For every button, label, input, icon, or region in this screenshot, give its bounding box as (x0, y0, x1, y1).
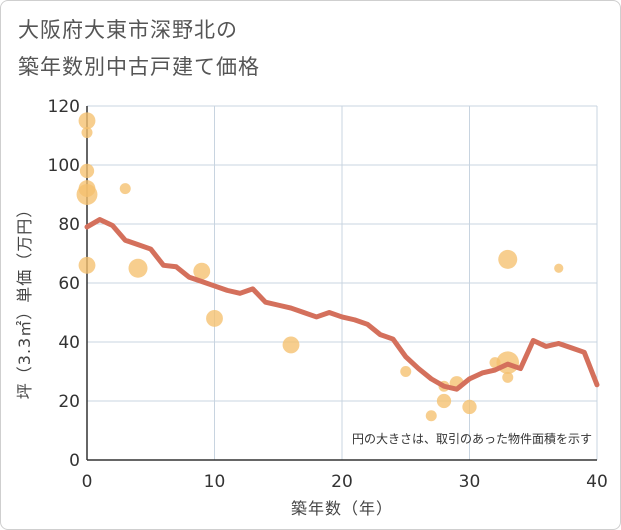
y-tick-label: 100 (48, 156, 80, 176)
y-tick-label: 0 (69, 451, 80, 471)
size-note: 円の大きさは、取引のあった物件面積を示す (352, 431, 592, 446)
x-axis-label: 築年数（年） (291, 499, 393, 518)
x-tick-label: 10 (204, 472, 226, 492)
y-tick-label: 40 (58, 333, 80, 353)
data-bubble (81, 127, 93, 139)
data-bubble (79, 163, 95, 179)
data-bubble (554, 263, 564, 273)
y-axis-label: 坪（3.3㎡）単価（万円） (15, 201, 34, 399)
data-bubble (78, 256, 96, 274)
data-bubble (78, 112, 96, 130)
chart-title-line2: 築年数別中古戸建て価格 (18, 55, 260, 79)
x-tick-label: 40 (586, 472, 608, 492)
data-bubble (425, 410, 437, 422)
data-bubble (400, 366, 412, 377)
data-bubble (128, 258, 148, 278)
x-tick-label: 30 (459, 472, 481, 492)
data-bubble (436, 393, 452, 409)
y-tick-label: 80 (58, 215, 80, 235)
y-tick-label: 120 (48, 97, 80, 117)
data-bubble (206, 309, 223, 327)
data-bubble (462, 399, 477, 415)
data-bubble (282, 336, 300, 354)
data-bubble (502, 371, 514, 383)
chart-title-line1: 大阪府大東市深野北の (18, 18, 238, 42)
data-bubble (119, 183, 131, 195)
trend-line (84, 217, 600, 392)
x-tick-label: 20 (331, 472, 353, 492)
data-bubble (76, 184, 98, 205)
data-bubble (498, 249, 518, 269)
data-bubble (193, 262, 211, 280)
x-tick-label: 0 (82, 472, 93, 492)
y-tick-label: 60 (58, 274, 80, 294)
y-tick-label: 20 (58, 392, 80, 412)
